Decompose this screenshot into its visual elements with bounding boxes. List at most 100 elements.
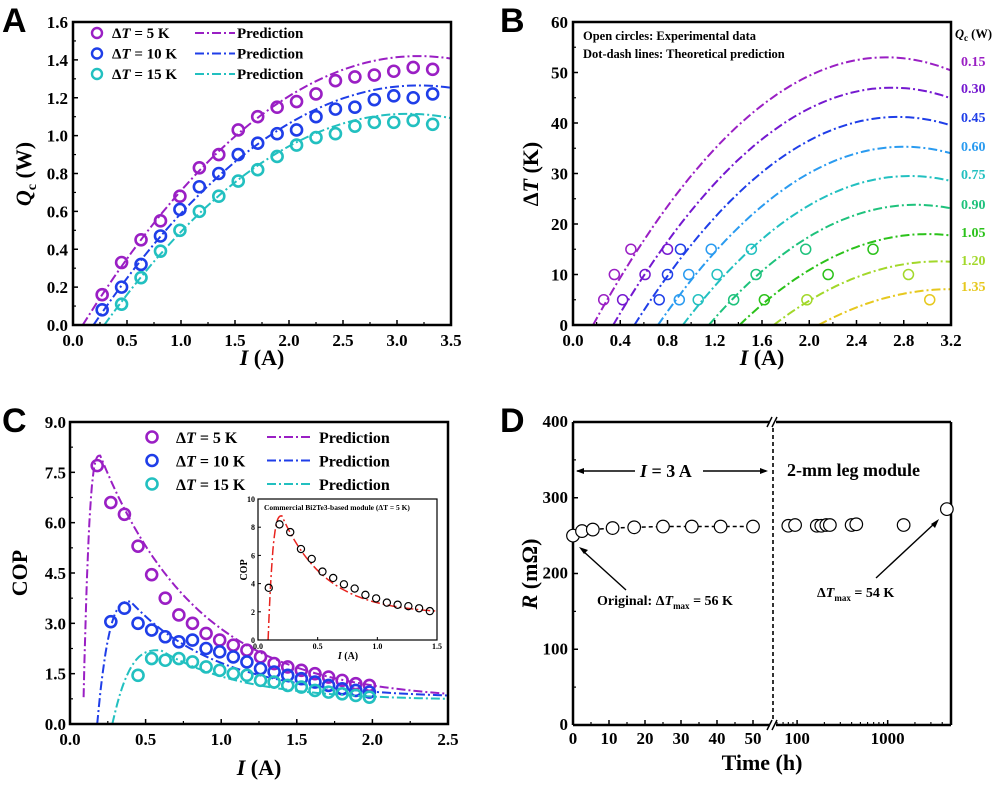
data-point-1 bbox=[95, 303, 109, 317]
x-tick-label: 1.0 bbox=[211, 730, 232, 749]
data-point-1 bbox=[144, 623, 159, 637]
prediction-line-0 bbox=[82, 454, 448, 698]
panel-label-d: D bbox=[500, 402, 525, 440]
x-tick-label: 10 bbox=[601, 729, 618, 748]
data-point-0 bbox=[192, 161, 207, 175]
y-tick-label: 0.8 bbox=[47, 165, 68, 184]
data-point-0 bbox=[321, 670, 336, 684]
data-point-2 bbox=[653, 294, 665, 306]
data-point-2 bbox=[270, 149, 284, 164]
data-point-1 bbox=[158, 629, 173, 644]
inset-x-axis-title: I (A) bbox=[337, 651, 358, 662]
panel-a-chart: 0.0 0.5 1.0 1.5 2.0 2.5 3.0 3.5 0.0 0.2 0.4 0.6 0.8 1… bbox=[11, 13, 462, 370]
x-axis-title: I (A) bbox=[236, 755, 282, 780]
prediction-line-2 bbox=[103, 112, 451, 325]
x-tick-label: 2.5 bbox=[437, 730, 458, 749]
data-point-3 bbox=[705, 243, 717, 255]
data-point bbox=[605, 521, 620, 535]
x-tick-label: 2.0 bbox=[362, 730, 383, 749]
inset-data-point bbox=[382, 598, 392, 607]
y-tick-label: 0.4 bbox=[47, 240, 69, 259]
data-point-0 bbox=[172, 608, 186, 622]
legend-label: ΔT = 10 K bbox=[112, 47, 177, 63]
data-point-1 bbox=[173, 202, 187, 217]
y-tick-label: 100 bbox=[543, 639, 569, 658]
y-tick-label: 0.0 bbox=[45, 715, 66, 734]
qc-label-0.45: 0.45 bbox=[961, 111, 986, 126]
qc-label-1.35: 1.35 bbox=[961, 280, 986, 295]
y-tick-label: 200 bbox=[543, 564, 569, 583]
inset-x-tick-label: 0.0 bbox=[253, 642, 263, 651]
data-point-0 bbox=[212, 633, 227, 647]
data-point-0 bbox=[267, 656, 281, 671]
data-point-0 bbox=[212, 147, 226, 162]
prediction-line-2 bbox=[633, 115, 951, 325]
y-axis-title: Qc (W) bbox=[11, 142, 40, 206]
y-axis-title: R (mΩ) bbox=[517, 539, 542, 611]
y-tick-label: 60 bbox=[551, 13, 568, 32]
data-point bbox=[656, 519, 670, 534]
arrow-head-left bbox=[576, 468, 584, 474]
data-point-2 bbox=[144, 651, 159, 666]
current-label: I = 3 A bbox=[639, 461, 692, 481]
x-tick-label: 50 bbox=[745, 729, 762, 748]
data-point-2 bbox=[362, 690, 377, 704]
y-tick-label: 1.0 bbox=[47, 127, 68, 146]
data-point-0 bbox=[226, 638, 241, 652]
panel-label-b: B bbox=[500, 2, 525, 40]
inset-y-tick-label: 10 bbox=[247, 495, 255, 504]
data-point-5 bbox=[727, 294, 740, 306]
data-point-2 bbox=[294, 680, 309, 694]
data-point-0 bbox=[250, 109, 265, 124]
data-point-1 bbox=[192, 179, 207, 194]
y-tick-label: 0 bbox=[560, 316, 569, 335]
data-point-2 bbox=[134, 270, 148, 285]
qc-label-0.75: 0.75 bbox=[961, 168, 986, 183]
x-tick-label: 0.5 bbox=[116, 331, 137, 350]
data-point-0 bbox=[253, 650, 268, 664]
data-point-0 bbox=[597, 294, 610, 306]
data-point-1 bbox=[212, 166, 226, 181]
data-point-2 bbox=[280, 678, 295, 693]
legend-prediction-label: Prediction bbox=[319, 477, 390, 494]
data-point-0 bbox=[294, 663, 309, 678]
prediction-line-4 bbox=[682, 174, 951, 325]
data-point-2 bbox=[114, 297, 129, 311]
y-tick-label: 0.2 bbox=[47, 278, 68, 297]
legend-marker bbox=[145, 430, 159, 444]
data-point-0 bbox=[231, 123, 246, 137]
data-point-2 bbox=[231, 174, 246, 188]
legend-label: ΔT = 15 K bbox=[176, 477, 246, 494]
y-axis-title: ΔT (K) bbox=[518, 142, 543, 207]
panel-label-a: A bbox=[2, 2, 27, 40]
legend-prediction-label: Prediction bbox=[237, 47, 304, 63]
y-tick-label: 7.5 bbox=[45, 463, 66, 482]
panel-b-chart: 0.0 0.4 0.8 1.2 1.6 2.0 2.4 2.8 3.2 0 10 20 30 40 50 60… bbox=[518, 13, 992, 370]
data-point-2 bbox=[348, 119, 362, 133]
plot-area bbox=[592, 56, 951, 325]
x-tick-label: 0.8 bbox=[657, 331, 678, 350]
data-point-0 bbox=[406, 60, 421, 75]
y-axis-title: COP bbox=[7, 550, 32, 596]
panel-label-c: C bbox=[2, 402, 27, 440]
data-point-1 bbox=[117, 601, 132, 616]
x-tick-label: 1.5 bbox=[224, 331, 245, 350]
data-point-1 bbox=[240, 655, 254, 669]
legend-label: ΔT = 5 K bbox=[176, 430, 238, 447]
inset-x-tick-label: 1.0 bbox=[372, 642, 382, 651]
data-point-1 bbox=[212, 645, 227, 659]
data-point-5 bbox=[750, 268, 762, 281]
x-tick-label: 0.4 bbox=[610, 331, 632, 350]
plot-area bbox=[82, 454, 448, 724]
qc-legend-title: Qc (W) bbox=[955, 27, 992, 43]
x-axis-title: Time (h) bbox=[722, 750, 803, 775]
data-point-2 bbox=[661, 268, 674, 281]
data-point-6 bbox=[867, 243, 879, 255]
data-point-1 bbox=[134, 257, 148, 272]
x-tick-label: 1.5 bbox=[286, 730, 307, 749]
x-tick-label: 2.5 bbox=[332, 331, 353, 350]
y-tick-label: 0.0 bbox=[47, 316, 68, 335]
prediction-line-2 bbox=[111, 649, 448, 724]
x-tick-label: 1000 bbox=[871, 729, 905, 748]
data-point-1 bbox=[308, 675, 322, 689]
